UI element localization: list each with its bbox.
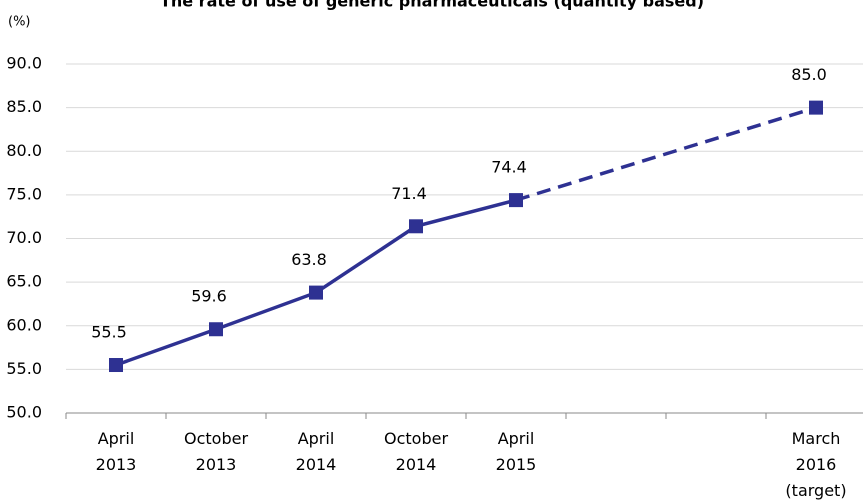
x-tick-label: April 2013 (95, 429, 137, 474)
y-tick-label: 70.0 (6, 228, 42, 247)
marker (309, 285, 323, 300)
y-unit: (%) (8, 15, 31, 30)
x-tick-label: April 2014 (295, 429, 337, 474)
x-tick-label: April 2015 (495, 429, 537, 474)
chart-title: The rate of use of generic pharmaceutica… (160, 0, 704, 11)
marker (509, 193, 523, 208)
marker (109, 358, 123, 373)
y-tick-label: 75.0 (6, 184, 42, 203)
y-tick-label: 65.0 (6, 272, 42, 291)
marker (409, 219, 423, 234)
data-label: 55.5 (91, 323, 127, 342)
y-tick-label: 85.0 (6, 97, 42, 116)
y-tick-label: 90.0 (6, 54, 42, 73)
marker (209, 322, 223, 337)
x-tick-label: October 2014 (383, 429, 449, 474)
data-label: 59.6 (191, 287, 227, 306)
y-tick-label: 55.0 (6, 359, 42, 378)
x-tick-label: October 2013 (183, 429, 249, 474)
line (515, 105, 817, 202)
data-label: 85.0 (791, 65, 827, 84)
y-tick-label: 80.0 (6, 141, 42, 160)
data-label: 63.8 (291, 250, 327, 269)
y-tick-label: 50.0 (6, 403, 42, 422)
marker (809, 100, 823, 115)
x-tick-label: March 2016 (target) (785, 429, 847, 500)
data-label: 71.4 (391, 184, 427, 203)
data-label: 74.4 (491, 158, 527, 177)
y-tick-label: 60.0 (6, 315, 42, 334)
